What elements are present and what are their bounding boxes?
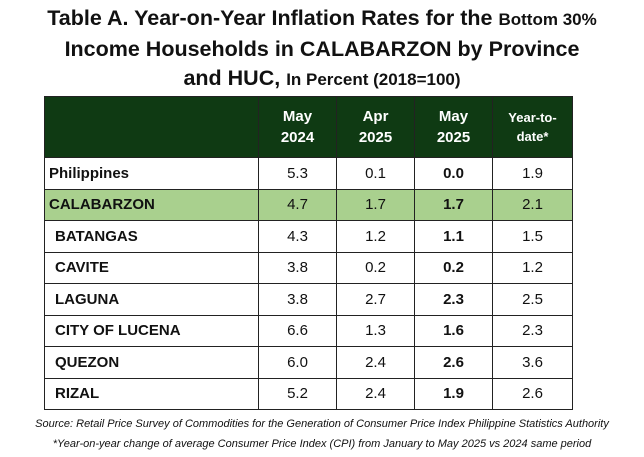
cell-apr-2025: 0.2 [336,251,415,284]
cell-may-2025: 1.1 [414,220,493,253]
cell-apr-2025: 2.7 [336,283,415,316]
table-row: BATANGAS 4.3 1.2 1.1 1.5 [44,220,573,253]
inflation-table: May 2024 Apr 2025 May 2025 Year-to-date* Ph… [44,96,573,410]
cell-year-to-date: 2.6 [492,377,573,410]
cell-year-to-date: 1.5 [492,220,573,253]
cell-may-2025: 0.0 [414,157,493,190]
cell-apr-2025: 1.7 [336,188,415,221]
row-name: CALABARZON [44,188,259,221]
cell-apr-2025: 2.4 [336,377,415,410]
cell-may-2024: 6.0 [258,346,337,379]
header-may-2025: May 2025 [414,96,493,158]
cell-year-to-date: 1.2 [492,251,573,284]
title-line-3: and HUC, In Percent (2018=100) [183,66,461,90]
title-line-1: Table A. Year-on-Year Inflation Rates fo… [47,6,597,30]
cell-may-2024: 4.3 [258,220,337,253]
table-row: QUEZON 6.0 2.4 2.6 3.6 [44,346,573,379]
cell-year-to-date: 2.3 [492,314,573,347]
header-area [44,96,259,158]
cell-year-to-date: 2.5 [492,283,573,316]
cell-year-to-date: 2.1 [492,188,573,221]
cell-apr-2025: 0.1 [336,157,415,190]
cell-may-2024: 5.2 [258,377,337,410]
cell-may-2025: 2.3 [414,283,493,316]
table-row: RIZAL 5.2 2.4 1.9 2.6 [44,377,573,410]
row-name: BATANGAS [44,220,259,253]
table-row: CAVITE 3.8 0.2 0.2 1.2 [44,251,573,284]
row-name: CITY OF LUCENA [44,314,259,347]
source-note: Source: Retail Price Survey of Commoditi… [35,418,609,430]
table-row: CITY OF LUCENA 6.6 1.3 1.6 2.3 [44,314,573,347]
cell-may-2025: 1.7 [414,188,493,221]
cell-may-2025: 1.6 [414,314,493,347]
title-line-2: Income Households in CALABARZON by Provi… [64,37,580,61]
cell-apr-2025: 2.4 [336,346,415,379]
cell-apr-2025: 1.3 [336,314,415,347]
row-name: Philippines [44,157,259,190]
header-row: May 2024 Apr 2025 May 2025 Year-to-date* [44,96,573,158]
cell-year-to-date: 3.6 [492,346,573,379]
table-title: Table A. Year-on-Year Inflation Rates fo… [0,4,644,95]
table-row: LAGUNA 3.8 2.7 2.3 2.5 [44,283,573,316]
cell-may-2024: 3.8 [258,251,337,284]
cell-may-2025: 1.9 [414,377,493,410]
cell-may-2024: 5.3 [258,157,337,190]
cell-may-2025: 2.6 [414,346,493,379]
cell-may-2024: 4.7 [258,188,337,221]
header-apr-2025: Apr 2025 [336,96,415,158]
table-row: Philippines 5.3 0.1 0.0 1.9 [44,157,573,190]
row-name: RIZAL [44,377,259,410]
table-row-highlighted: CALABARZON 4.7 1.7 1.7 2.1 [44,188,573,221]
row-name: CAVITE [44,251,259,284]
cell-may-2025: 0.2 [414,251,493,284]
footnote: *Year-on-year change of average Consumer… [52,438,592,450]
row-name: QUEZON [44,346,259,379]
row-name: LAGUNA [44,283,259,316]
header-year-to-date: Year-to-date* [492,96,573,158]
header-may-2024: May 2024 [258,96,337,158]
cell-may-2024: 3.8 [258,283,337,316]
cell-may-2024: 6.6 [258,314,337,347]
cell-year-to-date: 1.9 [492,157,573,190]
cell-apr-2025: 1.2 [336,220,415,253]
